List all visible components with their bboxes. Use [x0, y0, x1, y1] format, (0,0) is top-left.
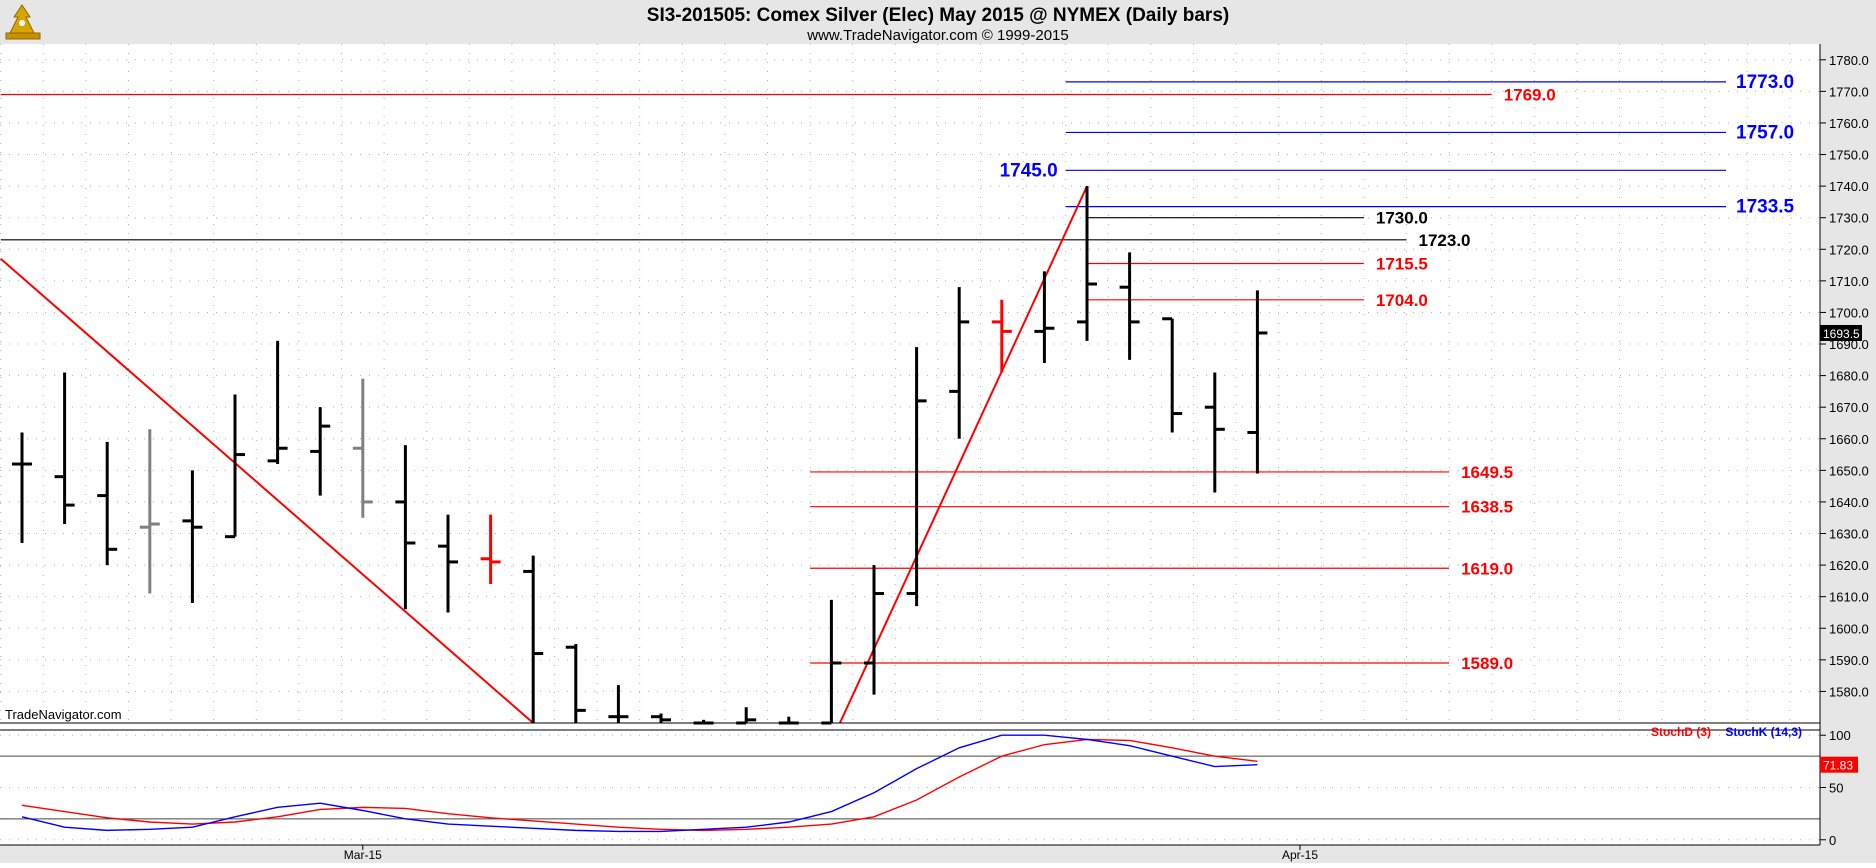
price-tick-label: 1730.0 — [1829, 211, 1869, 226]
price-tick-label: 1610.0 — [1829, 590, 1869, 605]
chart-title: SI3-201505: Comex Silver (Elec) May 2015… — [647, 5, 1229, 26]
level-label: 1638.5 — [1461, 498, 1513, 517]
ohlc-bar — [267, 340, 288, 465]
ohlc-bar — [352, 378, 373, 518]
price-tick-label: 1680.0 — [1829, 369, 1869, 384]
last-price-label: 1693.5 — [1823, 327, 1860, 341]
stoch-last-label: 71.83 — [1823, 759, 1853, 773]
ohlc-bar — [906, 347, 927, 607]
last-value-tags: 1693.5 71.83 — [1820, 324, 1862, 773]
price-tick-label: 1620.0 — [1829, 558, 1869, 573]
price-tick-label: 1750.0 — [1829, 148, 1869, 163]
chart-subtitle: www.TradeNavigator.com © 1999-2015 — [806, 27, 1068, 44]
price-tick-label: 1670.0 — [1829, 400, 1869, 415]
stoch-tick-label: 0 — [1829, 833, 1836, 848]
ohlc-bar — [54, 372, 75, 525]
stoch-line — [21, 734, 1258, 833]
stoch-tick-label: 100 — [1829, 728, 1851, 743]
price-grid — [0, 44, 1820, 723]
stoch-axis: 0 50 100 — [1820, 728, 1851, 848]
price-tick-label: 1760.0 — [1829, 116, 1869, 131]
ohlc-bar — [651, 713, 671, 723]
level-label: 1757.0 — [1736, 122, 1794, 143]
x-axis: Mar-15 Apr-15 — [344, 845, 1318, 862]
y-axis-band — [1820, 44, 1876, 845]
stoch-last-tag — [1820, 756, 1858, 773]
level-label: 1733.5 — [1736, 197, 1795, 218]
ohlc-bar — [1247, 290, 1268, 474]
price-tick-label: 1590.0 — [1829, 653, 1869, 668]
ohlc-bar — [1034, 271, 1055, 363]
ohlc-bar — [608, 685, 629, 723]
stoch-line — [21, 738, 1258, 832]
x-axis-band — [0, 845, 1876, 863]
price-tick-label: 1740.0 — [1829, 179, 1869, 194]
stoch-legend: StochD (3) StochK (14,3) — [1651, 725, 1802, 739]
stoch-series — [21, 734, 1258, 833]
level-label: 1745.0 — [1000, 160, 1058, 181]
level-label: 1589.0 — [1461, 654, 1513, 673]
ohlc-bar — [565, 644, 586, 723]
ohlc-bar — [12, 432, 32, 543]
level-label: 1649.5 — [1461, 463, 1513, 482]
price-tick-label: 1600.0 — [1829, 621, 1869, 636]
level-label: 1730.0 — [1376, 209, 1428, 228]
ohlc-bar — [395, 445, 416, 610]
level-label: 1773.0 — [1736, 72, 1794, 93]
ohlc-bar — [1162, 317, 1183, 433]
ohlc-bar — [139, 429, 160, 594]
stoch-grid — [0, 734, 1820, 841]
last-price-tag — [1820, 324, 1862, 341]
ohlc-bar — [97, 441, 118, 566]
price-tick-label: 1770.0 — [1829, 84, 1869, 99]
ohlc-bar — [225, 394, 245, 539]
ohlc-bar — [1204, 372, 1225, 493]
price-tick-label: 1710.0 — [1829, 274, 1869, 289]
x-tick-label: Apr-15 — [1282, 848, 1318, 862]
price-levels: 1773.0 1769.0 1757.0 1745.0 1733.5 1730.0 1723… — [0, 72, 1795, 673]
price-tick-label: 1640.0 — [1829, 495, 1869, 510]
x-tick-label: Mar-15 — [344, 848, 382, 862]
price-tick-label: 1700.0 — [1829, 305, 1869, 320]
level-label: 1715.5 — [1376, 254, 1428, 273]
price-tick-label: 1580.0 — [1829, 684, 1869, 699]
ohlc-bar — [864, 565, 884, 695]
ohlc-bar — [480, 514, 501, 585]
price-tick-label: 1630.0 — [1829, 527, 1869, 542]
ohlc-bar — [1077, 186, 1097, 341]
watermark-text: TradeNavigator.com — [5, 707, 122, 722]
stoch-legend-d: StochD (3) — [1651, 725, 1711, 739]
ohlc-bar — [182, 470, 203, 603]
stoch-tick-label: 50 — [1829, 781, 1843, 796]
ohlc-bar — [523, 555, 544, 723]
stoch-legend-k: StochK (14,3) — [1725, 725, 1802, 739]
ohlc-bar — [949, 287, 970, 439]
price-tick-label: 1720.0 — [1829, 242, 1869, 257]
tradenavigator-logo-icon — [5, 4, 41, 40]
ohlc-bar — [310, 407, 331, 496]
ohlc-bar — [1119, 252, 1140, 360]
level-label: 1704.0 — [1376, 291, 1428, 310]
level-label: 1619.0 — [1461, 559, 1513, 578]
header-band — [0, 0, 1876, 44]
price-tick-label: 1650.0 — [1829, 463, 1869, 478]
ohlc-bar — [438, 514, 458, 613]
price-tick-label: 1780.0 — [1829, 53, 1869, 68]
level-label: 1769.0 — [1504, 86, 1556, 105]
price-tick-label: 1660.0 — [1829, 432, 1869, 447]
ohlc-bar — [991, 299, 1012, 373]
trendline — [0, 257, 534, 724]
level-label: 1723.0 — [1419, 231, 1471, 250]
